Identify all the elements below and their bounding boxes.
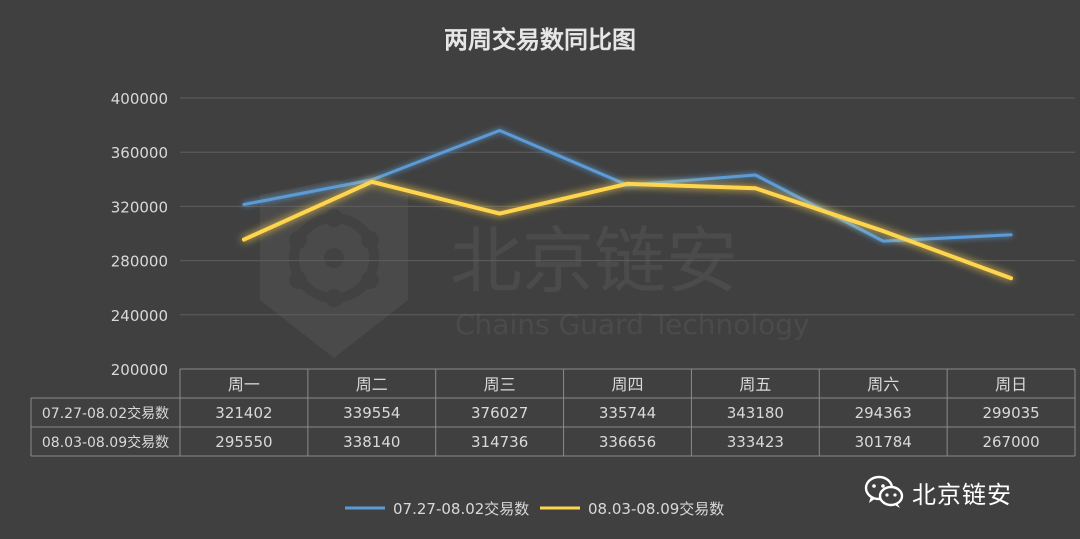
table-cell: 339554 bbox=[343, 404, 400, 422]
table-cell: 376027 bbox=[471, 404, 528, 422]
x-category-label: 周日 bbox=[995, 375, 1027, 394]
table-cell: 314736 bbox=[471, 433, 528, 451]
x-category-label: 周五 bbox=[739, 375, 771, 394]
table-cell: 336656 bbox=[599, 433, 656, 451]
table-cell: 343180 bbox=[727, 404, 784, 422]
table-row-label: 08.03-08.09交易数 bbox=[42, 434, 169, 451]
table-cell: 295550 bbox=[215, 433, 272, 451]
brand-label: 北京链安 bbox=[912, 480, 1012, 509]
watermark-english-text: Chains Guard Technology bbox=[455, 308, 810, 341]
watermark-shield-icon bbox=[260, 180, 408, 358]
table-cell: 294363 bbox=[855, 404, 912, 422]
table-cell: 301784 bbox=[855, 433, 912, 451]
x-category-label: 周二 bbox=[356, 375, 388, 394]
x-category-label: 周四 bbox=[611, 375, 643, 394]
chart-title: 两周交易数同比图 bbox=[444, 26, 636, 54]
table-cell: 333423 bbox=[727, 433, 784, 451]
x-category-label: 周一 bbox=[228, 375, 260, 394]
brand-badge: 北京链安 bbox=[864, 472, 1032, 512]
data-table: 周一 周二 周三 周四 周五 周六 周日 07.27-08.02交易数 321402 339554… bbox=[30, 368, 1076, 457]
x-category-label: 周六 bbox=[867, 375, 899, 394]
table-row-label: 07.27-08.02交易数 bbox=[42, 405, 169, 422]
series-lines bbox=[241, 128, 1014, 281]
y-tick-label: 280000 bbox=[111, 253, 168, 271]
x-category-label: 周三 bbox=[484, 375, 516, 394]
y-axis-ticks: 400000 360000 320000 280000 240000 200000 bbox=[111, 90, 168, 379]
y-tick-label: 400000 bbox=[111, 90, 168, 108]
legend-label: 08.03-08.09交易数 bbox=[588, 500, 724, 518]
table-cell: 299035 bbox=[982, 404, 1039, 422]
y-tick-label: 200000 bbox=[111, 361, 168, 379]
legend-label: 07.27-08.02交易数 bbox=[393, 500, 529, 518]
table-cell: 335744 bbox=[599, 404, 656, 422]
wechat-icon bbox=[864, 475, 904, 508]
legend: 07.27-08.02交易数 08.03-08.09交易数 bbox=[345, 500, 724, 518]
y-tick-label: 320000 bbox=[111, 198, 168, 216]
table-cell: 338140 bbox=[343, 433, 400, 451]
table-cell: 321402 bbox=[215, 404, 272, 422]
table-cell: 267000 bbox=[982, 433, 1039, 451]
y-tick-label: 240000 bbox=[111, 307, 168, 325]
watermark: 北京链安 Chains Guard Technology bbox=[260, 180, 810, 358]
y-tick-label: 360000 bbox=[111, 144, 168, 162]
